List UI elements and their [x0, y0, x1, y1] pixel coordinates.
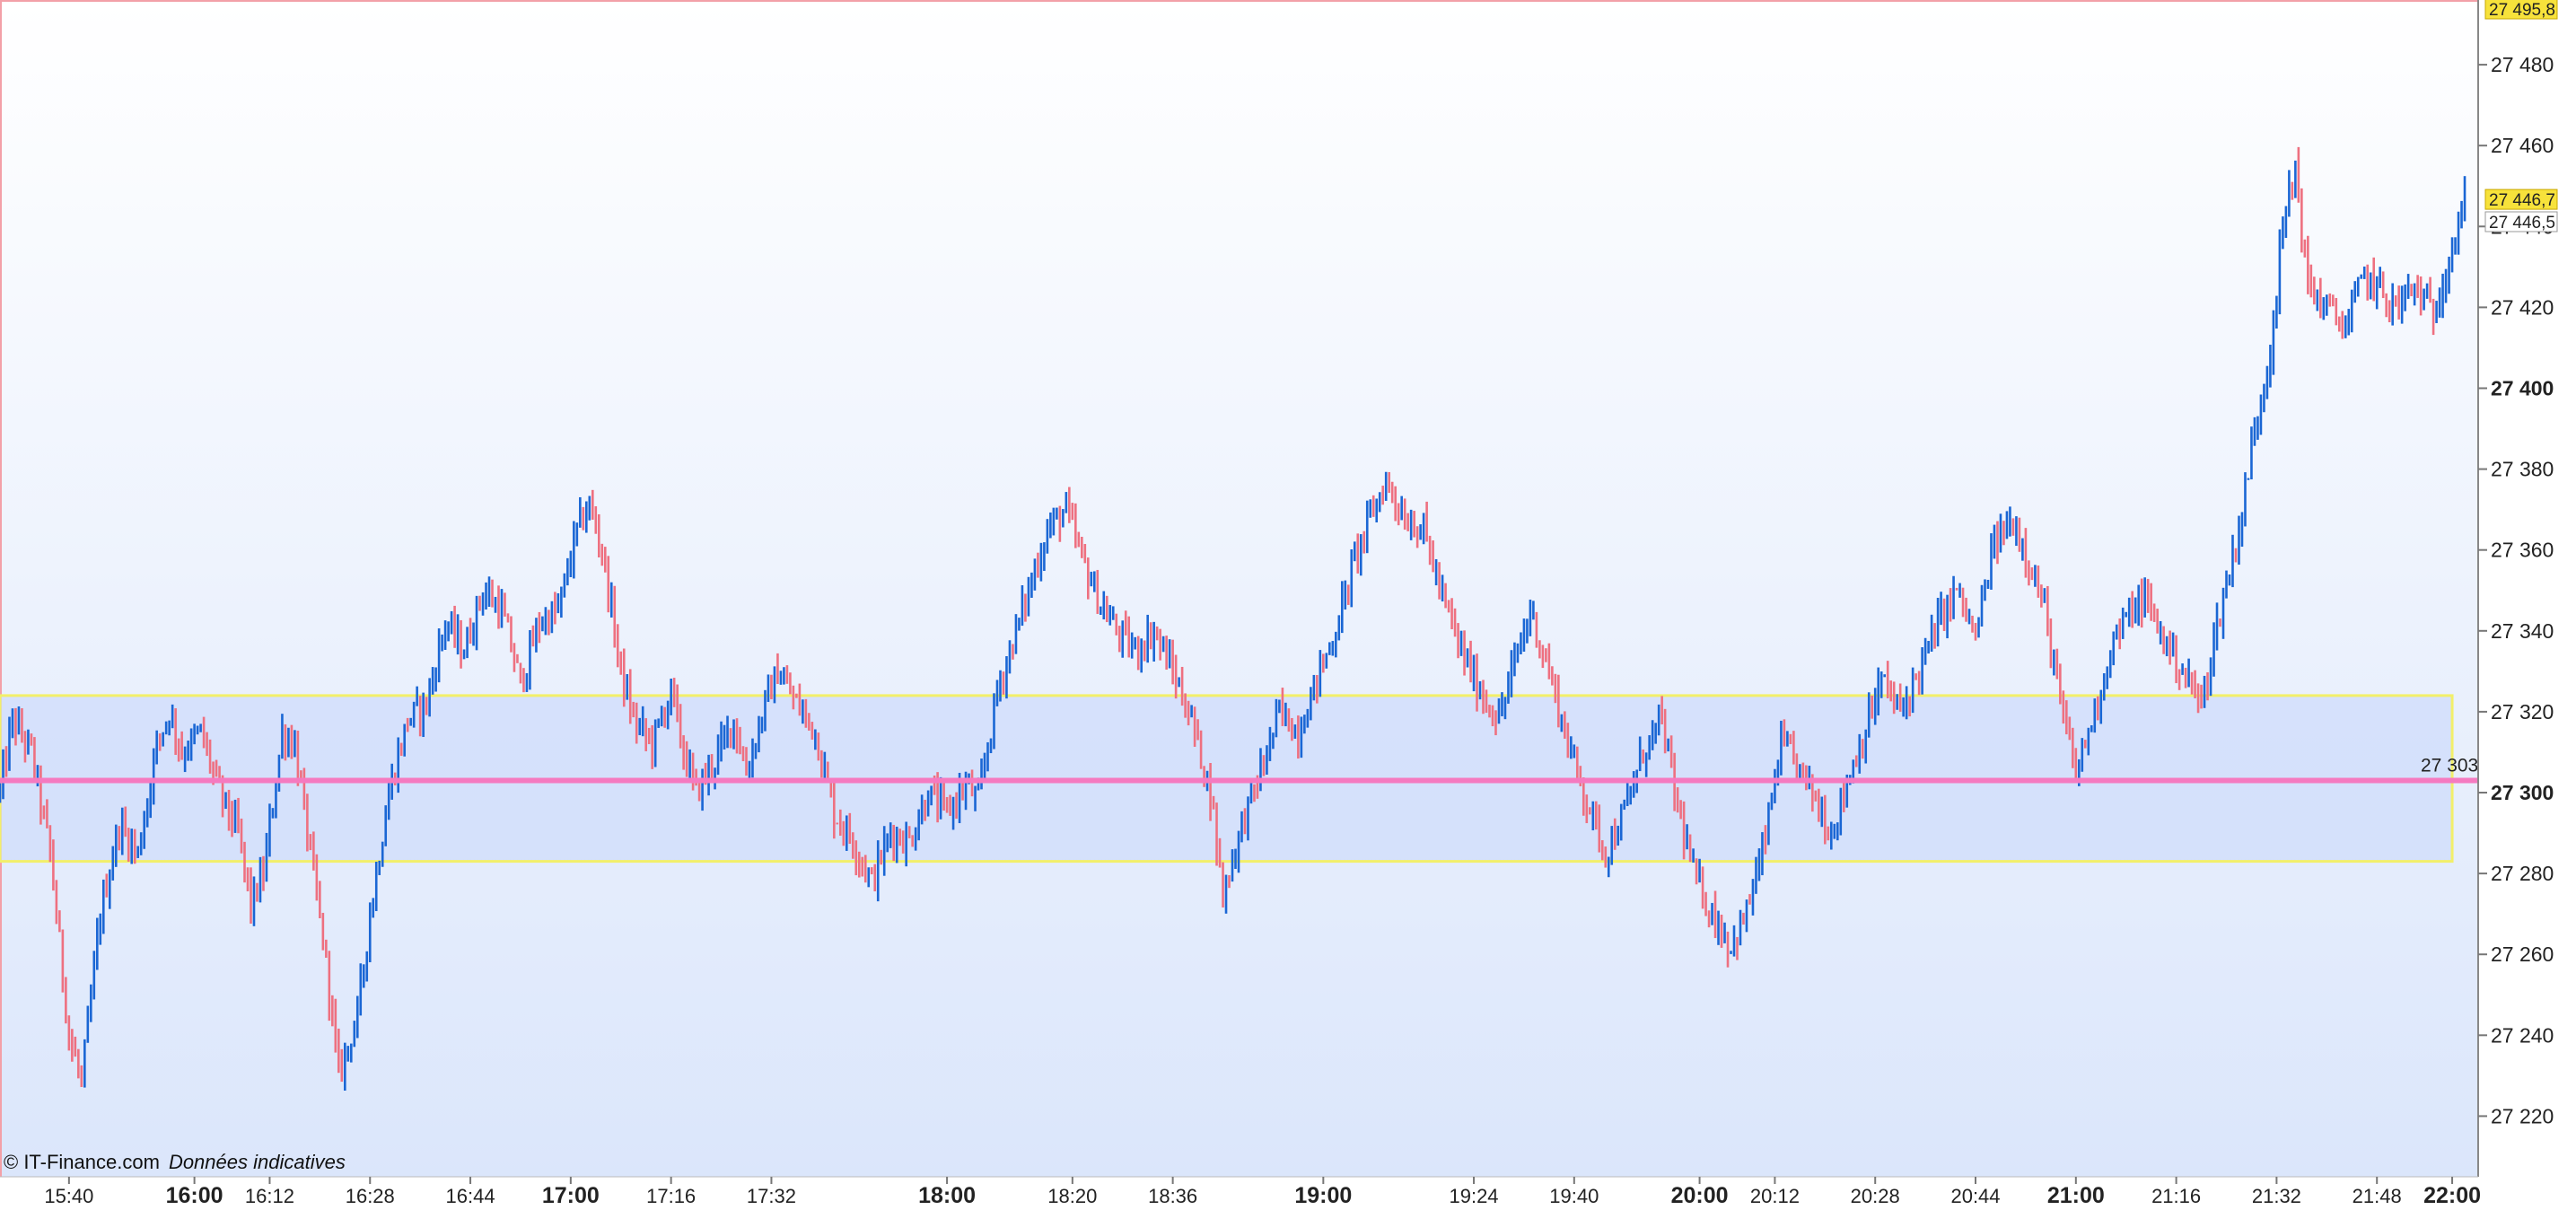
- x-tick-label: 16:28: [346, 1185, 395, 1207]
- x-tick-label: 18:36: [1148, 1185, 1197, 1207]
- copyright-text: © IT-Finance.com: [4, 1151, 160, 1173]
- x-tick-label: 21:48: [2353, 1185, 2402, 1207]
- y-tick-label: 27 360: [2491, 539, 2554, 562]
- x-tick-label: 18:20: [1047, 1185, 1097, 1207]
- x-tick-label: 19:40: [1549, 1185, 1599, 1207]
- x-tick-label: 17:00: [542, 1183, 600, 1208]
- x-tick-label: 20:00: [1671, 1183, 1729, 1208]
- x-tick-label: 19:24: [1449, 1185, 1498, 1207]
- price-badge-label: 27 446,7: [2489, 191, 2555, 210]
- price-badges: 27 495,8 27 446,7 27 446,5: [2484, 0, 2558, 232]
- price-axis: 27 220 27 240 27 260 27 280 27 300 27 320 27 3…: [2478, 53, 2554, 1127]
- y-tick-label: 27 480: [2491, 53, 2554, 76]
- x-tick-label: 17:32: [747, 1185, 796, 1207]
- x-tick-label: 21:00: [2047, 1183, 2105, 1208]
- y-tick-label: 27 300: [2491, 781, 2554, 804]
- price-badge: [2484, 211, 2558, 232]
- price-badge-label: 27 495,8: [2489, 1, 2555, 20]
- footer-credit: © IT-Finance.com Données indicatives: [4, 1151, 346, 1174]
- plot-background: [0, 0, 2477, 1177]
- x-tick-label: 22:00: [2423, 1183, 2481, 1208]
- x-tick-label: 19:00: [1294, 1183, 1352, 1208]
- x-tick-label: 16:00: [166, 1183, 223, 1208]
- y-tick-label: 27 240: [2491, 1023, 2554, 1047]
- y-tick-label: 27 280: [2491, 862, 2554, 885]
- x-tick-label: 17:16: [646, 1185, 696, 1207]
- x-tick-label: 21:32: [2252, 1185, 2301, 1207]
- x-tick-label: 15:40: [44, 1185, 93, 1207]
- price-badge: [2484, 0, 2558, 20]
- y-tick-label: 27 340: [2491, 619, 2554, 643]
- x-tick-label: 20:44: [1950, 1185, 2000, 1207]
- y-tick-label: 27 460: [2491, 134, 2554, 157]
- x-tick-label: 16:44: [446, 1185, 495, 1207]
- candles-layer: [0, 146, 2466, 1091]
- x-tick-label: 16:12: [245, 1185, 294, 1207]
- level-line-label: 27 303: [2421, 755, 2478, 776]
- y-tick-label: 27 420: [2491, 295, 2554, 319]
- x-tick-label: 21:16: [2151, 1185, 2201, 1207]
- price-badge-label: 27 446,5: [2489, 214, 2555, 232]
- level-line-layer: 27 303: [0, 755, 2478, 784]
- x-tick-label: 20:12: [1750, 1185, 1800, 1207]
- y-tick-label: 27 260: [2491, 943, 2554, 966]
- disclaimer-text: Données indicatives: [168, 1151, 346, 1173]
- price-badge: [2484, 189, 2558, 210]
- y-tick-label: 27 400: [2491, 376, 2554, 399]
- y-tick-label: 27 220: [2491, 1104, 2554, 1127]
- time-axis: 15:40 16:00 16:12 16:28 16:44 17:00 17:16 17:32…: [44, 1177, 2481, 1208]
- y-tick-label: 27 320: [2491, 700, 2554, 723]
- x-tick-label: 20:28: [1851, 1185, 1900, 1207]
- y-tick-label: 27 380: [2491, 458, 2554, 481]
- x-tick-label: 18:00: [918, 1183, 976, 1208]
